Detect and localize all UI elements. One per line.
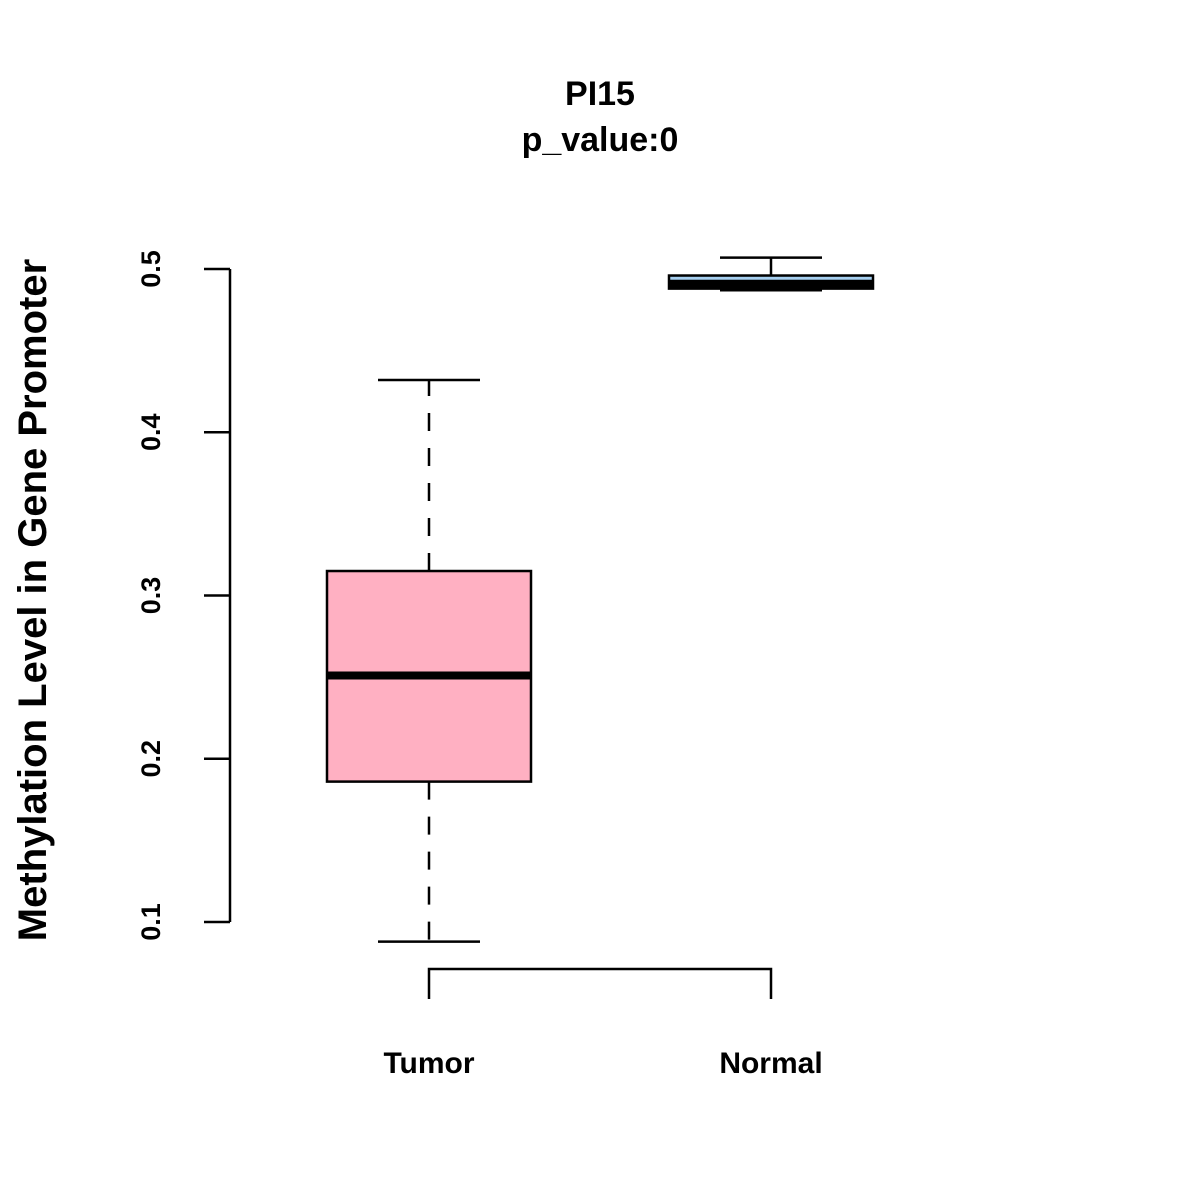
chart-subtitle: p_value:0 [522,121,679,159]
category-label-normal: Normal [719,1047,822,1080]
bracket-line [427,967,773,999]
y-tick-label-0.1: 0.1 [136,903,166,941]
y-tick-label-0.5: 0.5 [136,250,166,288]
category-label-tumor: Tumor [383,1047,474,1080]
y-axis: 0.1 0.2 0.3 0.4 0.5 [136,250,232,941]
category-labels: Tumor Normal [383,1047,822,1080]
y-tick-label-0.3: 0.3 [136,577,166,615]
y-axis-label: Methylation Level in Gene Promoter [11,259,55,941]
y-tick-label-0.4: 0.4 [136,413,166,451]
box-normal [667,256,875,292]
comparison-bracket [427,967,773,999]
chart-title: PI15 [565,75,635,113]
y-tick-label-0.2: 0.2 [136,740,166,778]
box-tumor [325,378,533,943]
boxes [325,256,875,943]
